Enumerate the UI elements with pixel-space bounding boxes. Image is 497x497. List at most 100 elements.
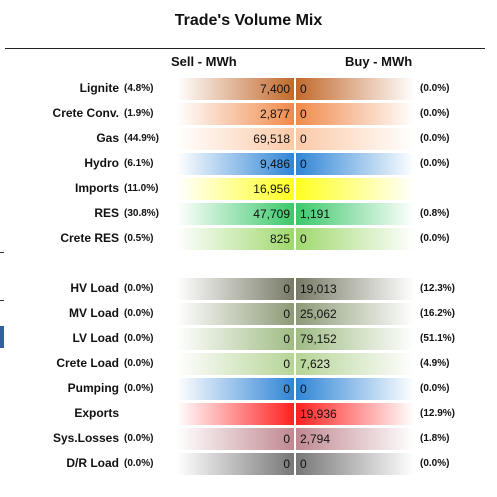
table-row: Crete Load (0.0%) 0 7,623 (4.9%) bbox=[0, 353, 497, 375]
table-row: HV Load (0.0%) 0 19,013 (12.3%) bbox=[0, 278, 497, 300]
table-row: Pumping (0.0%) 0 0 (0.0%) bbox=[0, 378, 497, 400]
sell-value-cell: 16,956 bbox=[177, 178, 294, 200]
column-divider bbox=[294, 103, 296, 125]
column-divider bbox=[294, 328, 296, 350]
column-divider bbox=[294, 303, 296, 325]
column-divider bbox=[294, 153, 296, 175]
buy-percent: (0.0%) bbox=[420, 133, 450, 144]
buy-percent: (0.0%) bbox=[420, 83, 450, 94]
sell-value-cell: 9,486 bbox=[177, 153, 294, 175]
buy-value-cell: 0 bbox=[296, 453, 414, 475]
buy-percent: (0.0%) bbox=[420, 458, 450, 469]
buy-percent: (51.1%) bbox=[420, 333, 456, 344]
sell-percent: (0.0%) bbox=[124, 283, 154, 294]
table-row: Sys.Losses (0.0%) 0 2,794 (1.8%) bbox=[0, 428, 497, 450]
buy-value-cell: 0 bbox=[296, 228, 414, 250]
table-row: Hydro (6.1%) 9,486 0 (0.0%) bbox=[0, 153, 497, 175]
buy-value-cell: 7,623 bbox=[296, 353, 414, 375]
buy-percent: (12.9%) bbox=[420, 408, 456, 419]
buy-value-cell: 19,013 bbox=[296, 278, 414, 300]
table-row: Exports 19,936 (12.9%) bbox=[0, 403, 497, 425]
column-divider bbox=[294, 378, 296, 400]
buy-percent: (0.0%) bbox=[420, 108, 450, 119]
buy-value-cell: 0 bbox=[296, 78, 414, 100]
sell-percent: (0.0%) bbox=[124, 458, 154, 469]
table-row: MV Load (0.0%) 0 25,062 (16.2%) bbox=[0, 303, 497, 325]
sell-percent: (0.0%) bbox=[124, 433, 154, 444]
column-divider bbox=[294, 78, 296, 100]
buy-percent: (0.8%) bbox=[420, 208, 450, 219]
row-label: Hydro bbox=[84, 156, 119, 170]
edge-line bbox=[0, 252, 4, 253]
row-label: RES bbox=[94, 206, 119, 220]
buy-value-cell: 0 bbox=[296, 103, 414, 125]
buy-percent: (12.3%) bbox=[420, 283, 456, 294]
column-divider bbox=[294, 403, 296, 425]
buy-column-header: Buy - MWh bbox=[345, 54, 413, 69]
column-divider bbox=[294, 353, 296, 375]
column-divider bbox=[294, 428, 296, 450]
row-label: Crete RES bbox=[60, 231, 119, 245]
sell-value-cell: 0 bbox=[177, 278, 294, 300]
column-divider bbox=[294, 128, 296, 150]
sell-value-cell: 69,518 bbox=[177, 128, 294, 150]
sell-percent: (30.8%) bbox=[124, 208, 160, 219]
column-divider bbox=[294, 453, 296, 475]
sell-percent: (6.1%) bbox=[124, 158, 154, 169]
row-label: Exports bbox=[74, 406, 119, 420]
column-divider bbox=[294, 228, 296, 250]
buy-percent: (0.0%) bbox=[420, 383, 450, 394]
buy-value-cell: 19,936 bbox=[296, 403, 414, 425]
buy-value-cell: 25,062 bbox=[296, 303, 414, 325]
buy-percent: (1.8%) bbox=[420, 433, 450, 444]
sell-value-cell: 0 bbox=[177, 328, 294, 350]
row-label: LV Load bbox=[72, 331, 119, 345]
row-label: Sys.Losses bbox=[52, 431, 119, 445]
sell-percent: (44.9%) bbox=[124, 133, 160, 144]
table-row: Crete RES (0.5%) 825 0 (0.0%) bbox=[0, 228, 497, 250]
sell-percent: (1.9%) bbox=[124, 108, 154, 119]
buy-percent: (0.0%) bbox=[420, 233, 450, 244]
row-label: Crete Load bbox=[56, 356, 119, 370]
sell-value-cell: 0 bbox=[177, 453, 294, 475]
table-row: Imports (11.0%) 16,956 bbox=[0, 178, 497, 200]
sell-percent: (4.8%) bbox=[124, 83, 154, 94]
row-label: HV Load bbox=[70, 281, 119, 295]
sell-column-header: Sell - MWh bbox=[171, 54, 237, 69]
buy-value-cell: 2,794 bbox=[296, 428, 414, 450]
buy-value-cell: 1,191 bbox=[296, 203, 414, 225]
table-row: LV Load (0.0%) 0 79,152 (51.1%) bbox=[0, 328, 497, 350]
table-row: Lignite (4.8%) 7,400 0 (0.0%) bbox=[0, 78, 497, 100]
row-label: MV Load bbox=[69, 306, 119, 320]
table-row: Gas (44.9%) 69,518 0 (0.0%) bbox=[0, 128, 497, 150]
row-label: Lignite bbox=[79, 81, 119, 95]
row-label: D/R Load bbox=[66, 456, 119, 470]
sell-value-cell: 2,877 bbox=[177, 103, 294, 125]
table-row: D/R Load (0.0%) 0 0 (0.0%) bbox=[0, 453, 497, 475]
sell-value-cell: 0 bbox=[177, 378, 294, 400]
sell-percent: (0.0%) bbox=[124, 383, 154, 394]
buy-percent: (0.0%) bbox=[420, 158, 450, 169]
buy-value-cell: 0 bbox=[296, 128, 414, 150]
buy-percent: (16.2%) bbox=[420, 308, 456, 319]
buy-percent: (4.9%) bbox=[420, 358, 450, 369]
buy-value-cell: 0 bbox=[296, 153, 414, 175]
column-divider bbox=[294, 278, 296, 300]
edge-line bbox=[0, 300, 4, 301]
column-divider bbox=[294, 203, 296, 225]
buy-value-cell: 79,152 bbox=[296, 328, 414, 350]
column-divider bbox=[294, 178, 296, 200]
sell-value-cell bbox=[177, 403, 294, 425]
row-label: Pumping bbox=[67, 381, 119, 395]
sell-percent: (11.0%) bbox=[124, 183, 159, 194]
sell-value-cell: 0 bbox=[177, 428, 294, 450]
buy-value-cell: 0 bbox=[296, 378, 414, 400]
sell-value-cell: 0 bbox=[177, 353, 294, 375]
table-row: RES (30.8%) 47,709 1,191 (0.8%) bbox=[0, 203, 497, 225]
chart-title: Trade's Volume Mix bbox=[174, 12, 323, 29]
row-label: Imports bbox=[74, 181, 119, 195]
sell-percent: (0.0%) bbox=[124, 358, 154, 369]
buy-value-cell bbox=[296, 178, 414, 200]
sell-value-cell: 47,709 bbox=[177, 203, 294, 225]
sell-percent: (0.5%) bbox=[124, 233, 154, 244]
